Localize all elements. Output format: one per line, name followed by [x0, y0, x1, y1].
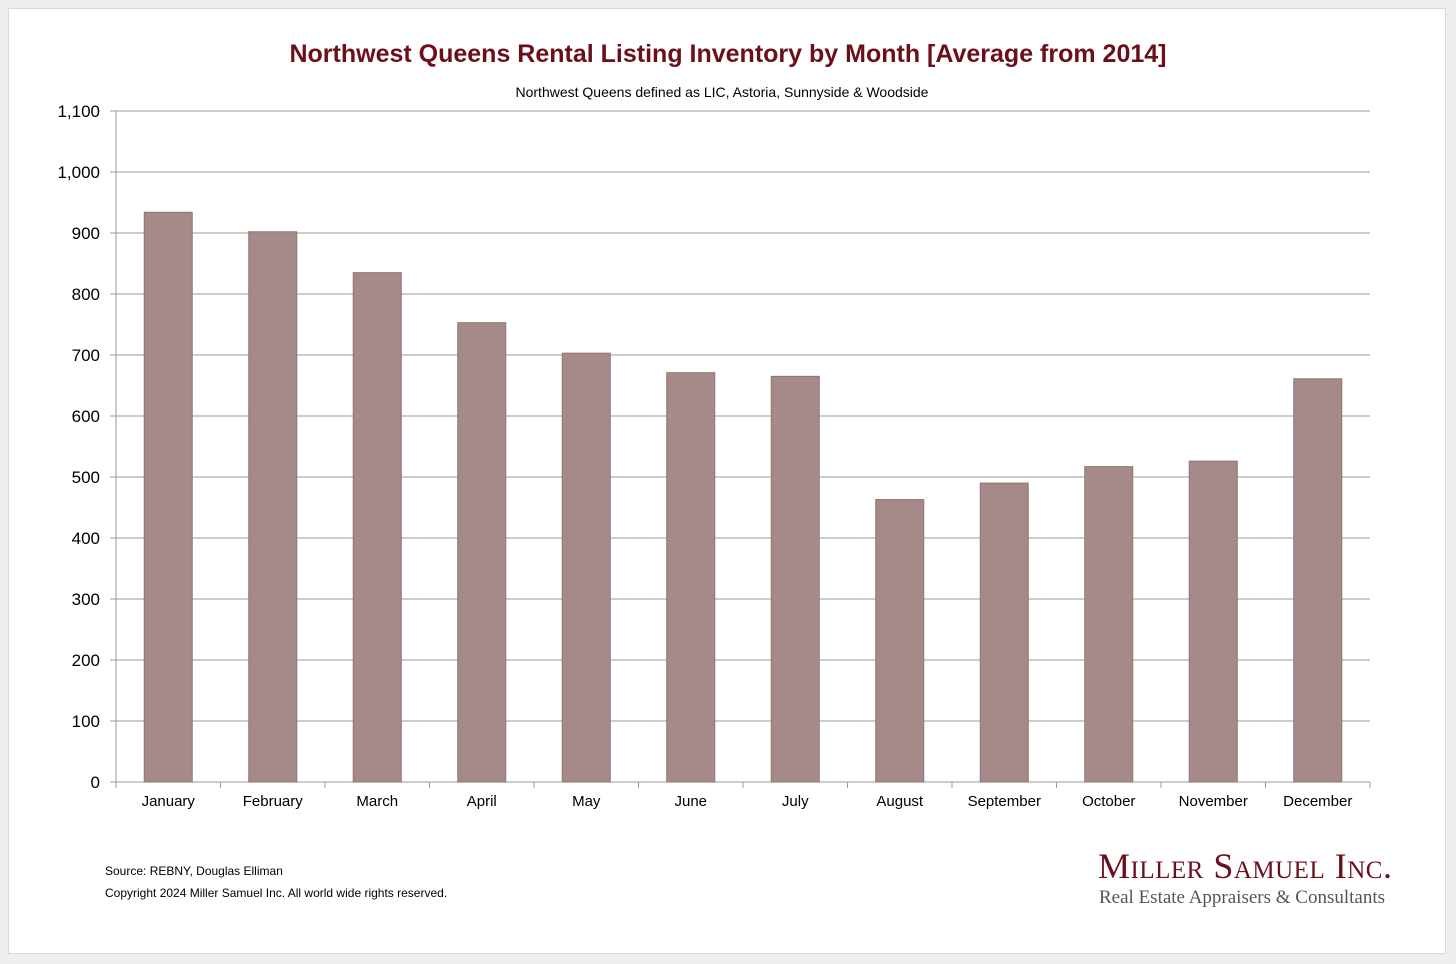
- x-tick-label: September: [968, 793, 1041, 810]
- y-tick-label: 800: [72, 285, 100, 304]
- bar-august: [875, 499, 925, 783]
- source-note: Source: REBNY, Douglas Elliman: [105, 864, 283, 878]
- company-logo: Miller Samuel Inc.: [1098, 846, 1393, 886]
- y-tick-label: 100: [72, 712, 100, 731]
- x-tick-label: February: [243, 793, 304, 810]
- y-tick-label: 1,100: [57, 102, 100, 121]
- x-tick-label: August: [876, 793, 924, 810]
- x-tick-label: July: [782, 793, 809, 810]
- bar-february: [248, 231, 298, 783]
- bar-october: [1084, 466, 1134, 783]
- y-tick-label: 200: [72, 651, 100, 670]
- x-tick-label: October: [1082, 793, 1135, 810]
- bar-july: [770, 375, 820, 783]
- y-tick-label: 700: [72, 346, 100, 365]
- bar-september: [979, 482, 1029, 783]
- y-tick-label: 400: [72, 529, 100, 548]
- bar-november: [1188, 460, 1238, 783]
- bar-january: [143, 211, 193, 783]
- bar-december: [1293, 378, 1343, 783]
- y-tick-label: 500: [72, 468, 100, 487]
- x-tick-label: May: [572, 793, 601, 810]
- bar-march: [352, 272, 402, 783]
- company-tagline: Real Estate Appraisers & Consultants: [1099, 887, 1386, 908]
- bar-may: [561, 352, 611, 783]
- chart-title: Northwest Queens Rental Listing Inventor…: [289, 40, 1167, 68]
- y-tick-label: 1,000: [57, 163, 100, 182]
- bar-june: [666, 372, 716, 783]
- bar-april: [457, 322, 507, 783]
- y-tick-label: 300: [72, 590, 100, 609]
- y-tick-label: 600: [72, 407, 100, 426]
- x-tick-label: January: [142, 793, 196, 810]
- x-tick-label: November: [1179, 793, 1248, 810]
- x-tick-label: December: [1283, 793, 1352, 810]
- copyright-note: Copyright 2024 Miller Samuel Inc. All wo…: [105, 886, 448, 900]
- x-tick-label: April: [467, 793, 497, 810]
- y-tick-label: 0: [91, 773, 100, 792]
- x-tick-label: March: [356, 793, 398, 810]
- y-tick-label: 900: [72, 224, 100, 243]
- x-tick-label: June: [674, 793, 707, 810]
- chart-subtitle: Northwest Queens defined as LIC, Astoria…: [515, 84, 929, 100]
